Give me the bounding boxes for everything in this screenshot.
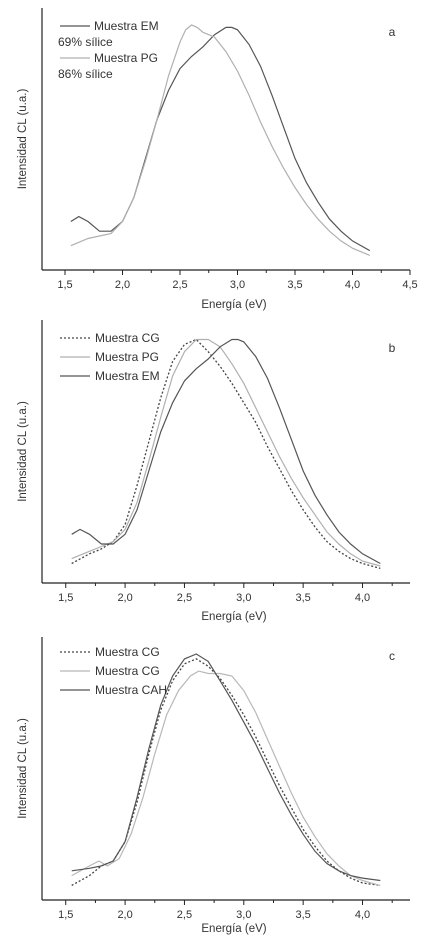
legend-subtitle: 86% sílice xyxy=(58,67,113,81)
x-tick-label: 1,5 xyxy=(58,592,73,604)
x-tick-label: 4,0 xyxy=(345,279,360,291)
legend-entry: Muestra CG xyxy=(95,645,160,659)
panel-label: a xyxy=(389,25,396,39)
x-tick-label: 4,5 xyxy=(402,279,417,291)
series-line-muestra-cg xyxy=(71,658,381,887)
legend-subtitle: 69% sílice xyxy=(58,35,113,49)
legend-entry: Muestra CG xyxy=(95,664,160,678)
legend-entry: Muestra CG xyxy=(95,331,160,345)
legend-entry: Muestra PG xyxy=(95,350,159,364)
series-line-muestra-pg xyxy=(70,24,371,256)
panel-label: b xyxy=(389,341,396,355)
x-tick-label: 3,0 xyxy=(236,909,251,921)
y-axis-label: Intensidad CL (u.a.) xyxy=(17,401,29,502)
x-tick-label: 3,0 xyxy=(230,279,245,291)
x-tick-label: 2,0 xyxy=(117,592,132,604)
legend-entry: Muestra CAH xyxy=(95,683,167,697)
series-line-muestra-pg xyxy=(71,338,381,567)
x-tick-label: 4,0 xyxy=(355,592,370,604)
x-tick-label: 2,0 xyxy=(117,909,132,921)
panel-label: c xyxy=(389,649,395,663)
series-line-muestra-cah xyxy=(71,653,381,882)
x-axis-label: Energía (eV) xyxy=(201,923,266,935)
x-tick-label: 2,5 xyxy=(177,592,192,604)
series-line-muestra-em xyxy=(70,26,371,252)
x-tick-label: 1,5 xyxy=(57,279,72,291)
x-axis-label: Energía (eV) xyxy=(201,611,266,623)
x-tick-label: 4,0 xyxy=(355,909,370,921)
y-axis-label: Intensidad CL (u.a.) xyxy=(17,718,29,819)
x-tick-label: 1,5 xyxy=(58,909,73,921)
y-axis-label: Intensidad CL (u.a.) xyxy=(17,89,29,190)
x-axis-label: Energía (eV) xyxy=(201,299,266,311)
x-tick-label: 3,5 xyxy=(296,909,311,921)
legend-entry: Muestra EM xyxy=(95,369,160,383)
x-tick-label: 2,5 xyxy=(172,279,187,291)
series-line-muestra-em xyxy=(71,338,381,565)
legend-entry: Muestra EM xyxy=(94,19,159,33)
x-tick-label: 3,5 xyxy=(296,592,311,604)
series-line-muestra-cg xyxy=(71,338,381,570)
legend-entry: Muestra PG xyxy=(94,51,158,65)
x-tick-label: 2,0 xyxy=(115,279,130,291)
x-tick-label: 3,5 xyxy=(287,279,302,291)
x-tick-label: 2,5 xyxy=(177,909,192,921)
x-tick-label: 3,0 xyxy=(236,592,251,604)
series-line-muestra-cg xyxy=(71,670,381,886)
